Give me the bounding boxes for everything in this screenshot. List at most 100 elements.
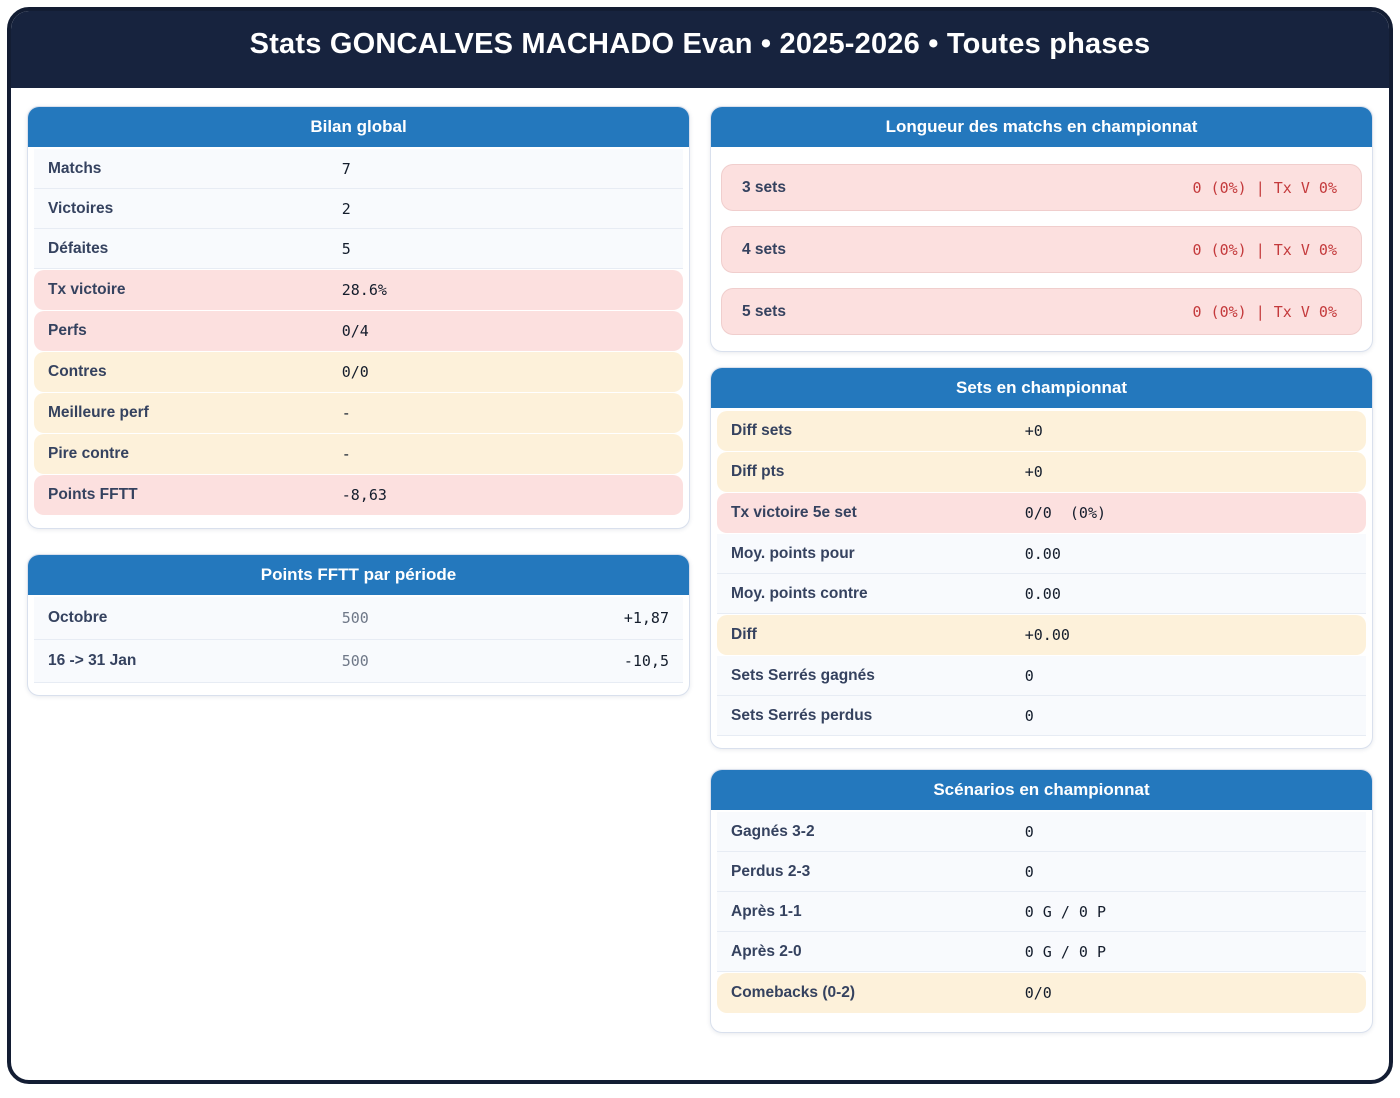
period-base-points: 500 bbox=[341, 652, 369, 670]
stat-value: 0 (0%) | Tx V 0% bbox=[1192, 240, 1338, 259]
stat-label: 5 sets bbox=[742, 302, 786, 320]
table-row: Sets Serrés gagnés 0 bbox=[717, 656, 1366, 696]
stat-label: Points FFTT bbox=[48, 486, 138, 503]
card-bilan-global: Bilan global Matchs 7 Victoires 2 Défait… bbox=[27, 106, 690, 529]
stat-label: Contres bbox=[48, 363, 107, 380]
table-row: Matchs 7 bbox=[34, 149, 683, 189]
stat-label: Diff pts bbox=[731, 463, 785, 480]
left-column: Bilan global Matchs 7 Victoires 2 Défait… bbox=[27, 106, 690, 696]
table-row: Perdus 2-3 0 bbox=[717, 852, 1366, 892]
card-scenarios-championnat-body: Gagnés 3-2 0 Perdus 2-3 0 Après 1-1 0 G … bbox=[711, 810, 1372, 1032]
table-row: Après 2-0 0 G / 0 P bbox=[717, 932, 1366, 972]
stat-label: Pire contre bbox=[48, 445, 129, 462]
stat-label: Moy. points contre bbox=[731, 584, 868, 602]
stat-value: 0 bbox=[1024, 862, 1034, 881]
card-bilan-global-title: Bilan global bbox=[28, 107, 689, 147]
card-longueur-matchs-body: 3 sets 0 (0%) | Tx V 0% 4 sets 0 (0%) | … bbox=[711, 147, 1372, 351]
stat-value: 7 bbox=[341, 159, 351, 178]
card-scenarios-championnat-title: Scénarios en championnat bbox=[711, 770, 1372, 810]
stat-label: Moy. points pour bbox=[731, 544, 855, 562]
card-longueur-matchs-title: Longueur des matchs en championnat bbox=[711, 107, 1372, 147]
stat-value: 0 bbox=[1024, 666, 1034, 685]
stat-label: Après 2-0 bbox=[731, 942, 802, 960]
card-points-fftt-periode-body: Octobre 500 +1,87 16 -> 31 Jan 500 -10,5 bbox=[28, 595, 689, 695]
card-scenarios-championnat: Scénarios en championnat Gagnés 3-2 0 Pe… bbox=[710, 769, 1373, 1033]
stat-label: 4 sets bbox=[742, 240, 786, 258]
table-row: Défaites 5 bbox=[34, 229, 683, 269]
card-sets-championnat-title: Sets en championnat bbox=[711, 368, 1372, 408]
table-row: Gagnés 3-2 0 bbox=[717, 812, 1366, 852]
stat-label: Défaites bbox=[48, 239, 109, 257]
stat-value: 2 bbox=[341, 199, 351, 218]
stat-value: 0/4 bbox=[341, 322, 369, 340]
stat-value: 28.6% bbox=[341, 281, 387, 299]
stat-label: Sets Serrés gagnés bbox=[731, 666, 875, 684]
period-delta: -10,5 bbox=[623, 652, 669, 670]
table-row: Après 1-1 0 G / 0 P bbox=[717, 892, 1366, 932]
stat-value: 0/0 bbox=[1024, 984, 1052, 1002]
table-row-highlight-cream: Diff pts +0 bbox=[717, 452, 1366, 492]
stat-value: +0.00 bbox=[1024, 626, 1070, 644]
table-row-highlight-cream: Diff sets +0 bbox=[717, 411, 1366, 451]
match-length-row: 5 sets 0 (0%) | Tx V 0% bbox=[721, 288, 1362, 335]
stat-value: +0 bbox=[1024, 463, 1043, 481]
stat-label: 3 sets bbox=[742, 178, 786, 196]
stat-value: 0.00 bbox=[1024, 584, 1061, 603]
table-row: Sets Serrés perdus 0 bbox=[717, 696, 1366, 736]
stats-page: Stats GONCALVES MACHADO Evan • 2025-2026… bbox=[7, 7, 1393, 1084]
table-row-highlight-pink: Tx victoire 28.6% bbox=[34, 270, 683, 310]
card-points-fftt-periode-title: Points FFTT par période bbox=[28, 555, 689, 595]
stat-label: Tx victoire 5e set bbox=[731, 504, 857, 521]
table-row: Moy. points contre 0.00 bbox=[717, 574, 1366, 614]
table-row: Moy. points pour 0.00 bbox=[717, 534, 1366, 574]
stat-label: Sets Serrés perdus bbox=[731, 706, 873, 724]
match-length-row: 4 sets 0 (0%) | Tx V 0% bbox=[721, 226, 1362, 273]
stat-value: 0 (0%) | Tx V 0% bbox=[1192, 302, 1338, 321]
match-length-row: 3 sets 0 (0%) | Tx V 0% bbox=[721, 164, 1362, 211]
period-label: 16 -> 31 Jan bbox=[48, 652, 137, 669]
content-grid: Bilan global Matchs 7 Victoires 2 Défait… bbox=[11, 88, 1389, 1043]
card-sets-championnat-body: Diff sets +0 Diff pts +0 Tx victoire 5e … bbox=[711, 408, 1372, 748]
card-bilan-global-body: Matchs 7 Victoires 2 Défaites 5 Tx victo… bbox=[28, 147, 689, 528]
period-base-points: 500 bbox=[341, 609, 369, 627]
stat-label: Diff bbox=[731, 626, 757, 643]
stat-value: - bbox=[341, 445, 351, 463]
card-sets-championnat: Sets en championnat Diff sets +0 Diff pt… bbox=[710, 367, 1373, 749]
stat-value: 0/0 (0%) bbox=[1024, 504, 1107, 522]
table-row-highlight-cream: Diff +0.00 bbox=[717, 615, 1366, 655]
stat-value: 5 bbox=[341, 239, 351, 258]
right-column: Longueur des matchs en championnat 3 set… bbox=[710, 106, 1373, 1033]
period-label: Octobre bbox=[48, 609, 108, 626]
stat-label: Tx victoire bbox=[48, 281, 126, 298]
page-title: Stats GONCALVES MACHADO Evan • 2025-2026… bbox=[249, 28, 1151, 60]
table-row-highlight-cream: Pire contre - bbox=[34, 434, 683, 474]
card-longueur-matchs: Longueur des matchs en championnat 3 set… bbox=[710, 106, 1373, 352]
stat-value: 0.00 bbox=[1024, 544, 1061, 563]
table-row-highlight-pink: Points FFTT -8,63 bbox=[34, 475, 683, 515]
stat-label: Après 1-1 bbox=[731, 902, 802, 920]
table-row-highlight-pink: Perfs 0/4 bbox=[34, 311, 683, 351]
stat-value: - bbox=[341, 404, 351, 422]
stat-value: 0 G / 0 P bbox=[1024, 902, 1107, 921]
stat-label: Diff sets bbox=[731, 422, 793, 439]
table-row: 16 -> 31 Jan 500 -10,5 bbox=[34, 640, 683, 683]
stat-value: 0 (0%) | Tx V 0% bbox=[1192, 178, 1338, 197]
stat-label: Comebacks (0-2) bbox=[731, 984, 856, 1001]
stat-value: 0 bbox=[1024, 706, 1034, 725]
stat-value: 0 bbox=[1024, 822, 1034, 841]
stat-label: Perfs bbox=[48, 322, 87, 339]
stat-label: Matchs bbox=[48, 159, 102, 177]
table-row: Octobre 500 +1,87 bbox=[34, 597, 683, 640]
stat-value: 0 G / 0 P bbox=[1024, 942, 1107, 961]
card-points-fftt-periode: Points FFTT par période Octobre 500 +1,8… bbox=[27, 554, 690, 696]
table-row-highlight-cream: Contres 0/0 bbox=[34, 352, 683, 392]
table-row-highlight-pink: Tx victoire 5e set 0/0 (0%) bbox=[717, 493, 1366, 533]
stat-label: Victoires bbox=[48, 199, 114, 217]
stat-label: Gagnés 3-2 bbox=[731, 822, 815, 840]
stat-value: +0 bbox=[1024, 422, 1043, 440]
stat-label: Perdus 2-3 bbox=[731, 862, 811, 880]
stat-label: Meilleure perf bbox=[48, 404, 149, 421]
stat-value: 0/0 bbox=[341, 363, 369, 381]
period-delta: +1,87 bbox=[623, 609, 669, 627]
table-row: Victoires 2 bbox=[34, 189, 683, 229]
